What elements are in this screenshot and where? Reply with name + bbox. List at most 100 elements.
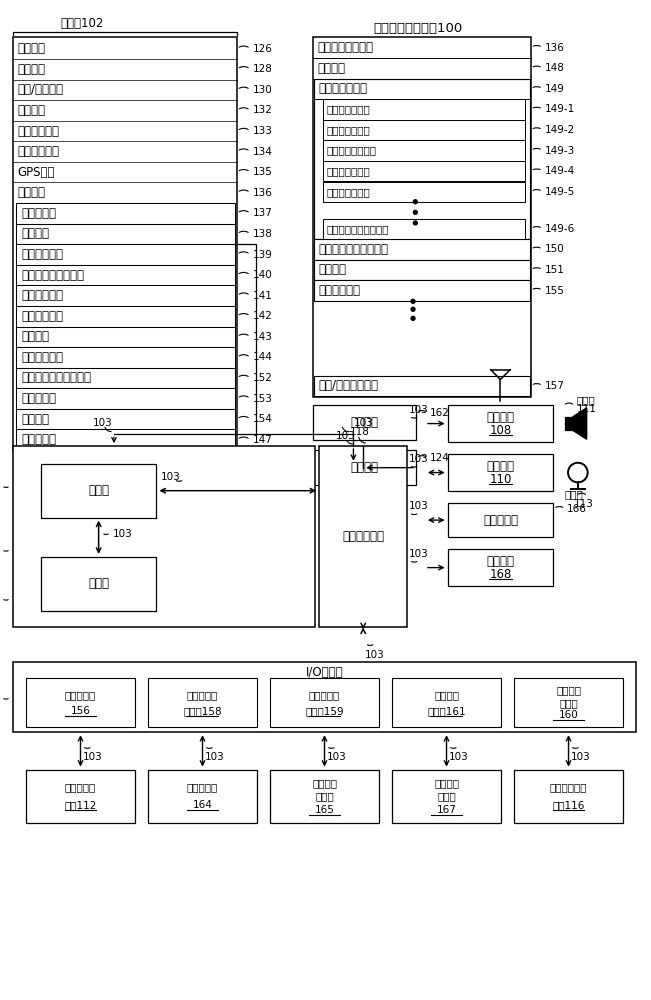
- Text: 视频会议模块: 视频会议模块: [21, 248, 63, 261]
- Bar: [319, 446, 408, 627]
- Bar: [313, 450, 416, 485]
- Bar: [565, 417, 573, 430]
- Text: 168: 168: [490, 568, 512, 581]
- Text: GPS模块: GPS模块: [18, 166, 55, 179]
- Text: ●
●
●: ● ● ●: [409, 298, 415, 321]
- Text: 音频电路: 音频电路: [486, 460, 514, 473]
- Text: 152: 152: [253, 373, 272, 383]
- Text: 接近传感器: 接近传感器: [483, 514, 518, 527]
- Text: 150: 150: [544, 244, 564, 254]
- Text: 126: 126: [253, 44, 272, 54]
- Text: 光学传感器: 光学传感器: [187, 782, 218, 792]
- Bar: [16, 285, 235, 306]
- Bar: [16, 429, 235, 450]
- Text: 148: 148: [544, 63, 564, 73]
- Text: 图形模块: 图形模块: [18, 104, 46, 117]
- Text: 电子邮件客户端模块: 电子邮件客户端模块: [21, 269, 84, 282]
- Bar: [392, 770, 501, 823]
- Text: 139: 139: [253, 250, 272, 260]
- Text: 144: 144: [253, 352, 272, 362]
- Text: 股市桌面小程序: 股市桌面小程序: [327, 125, 370, 135]
- Bar: [314, 260, 530, 280]
- Bar: [16, 306, 235, 327]
- Text: 触觉反馈模块: 触觉反馈模块: [18, 125, 59, 138]
- Text: 相机模块: 相机模块: [21, 330, 49, 343]
- Text: 外部端口: 外部端口: [351, 461, 379, 474]
- Text: 132: 132: [253, 105, 272, 115]
- Text: 103: 103: [570, 752, 590, 762]
- Bar: [514, 770, 624, 823]
- Text: 其他输入控制: 其他输入控制: [550, 782, 587, 792]
- Text: 113: 113: [574, 499, 594, 509]
- Bar: [25, 678, 135, 727]
- Text: 130: 130: [253, 85, 272, 95]
- Text: 149-2: 149-2: [544, 125, 575, 135]
- Text: 光学传感器: 光学传感器: [187, 690, 218, 700]
- Text: 149-6: 149-6: [544, 224, 575, 234]
- Text: 149-1: 149-1: [544, 104, 575, 114]
- Text: 103: 103: [204, 752, 224, 762]
- Bar: [447, 549, 553, 586]
- Text: 149-5: 149-5: [544, 187, 575, 197]
- Bar: [447, 405, 553, 442]
- Text: 通信模块: 通信模块: [18, 63, 46, 76]
- Text: 151: 151: [544, 265, 564, 275]
- Bar: [514, 678, 624, 727]
- Bar: [313, 405, 416, 440]
- Bar: [148, 770, 257, 823]
- Text: 天气桌面小程序: 天气桌面小程序: [327, 104, 370, 114]
- Text: 即时消息模块: 即时消息模块: [21, 289, 63, 302]
- Text: 桌面小程序创建器模块: 桌面小程序创建器模块: [318, 243, 388, 256]
- Text: 触觉反馈: 触觉反馈: [434, 690, 459, 700]
- Text: 149-4: 149-4: [544, 166, 575, 176]
- Bar: [41, 557, 156, 611]
- Text: 110: 110: [490, 473, 512, 486]
- Text: 133: 133: [253, 126, 272, 136]
- Text: 闹钟桌面小程序: 闹钟桌面小程序: [327, 166, 370, 176]
- Bar: [25, 770, 135, 823]
- Bar: [314, 280, 530, 301]
- Text: 日历模块: 日历模块: [317, 62, 345, 75]
- Text: 控制器161: 控制器161: [427, 706, 466, 716]
- Text: 103: 103: [327, 752, 346, 762]
- Text: 166: 166: [567, 504, 587, 514]
- Text: 103: 103: [83, 752, 102, 762]
- Text: 108: 108: [490, 424, 512, 437]
- Text: 电力系统: 电力系统: [351, 416, 379, 429]
- Text: 142: 142: [253, 311, 272, 321]
- Text: 135: 135: [253, 167, 272, 177]
- Text: 应用程序: 应用程序: [18, 186, 46, 199]
- Text: 设备116: 设备116: [552, 800, 585, 810]
- Bar: [314, 239, 530, 260]
- Text: 155: 155: [544, 286, 564, 296]
- Text: 103: 103: [409, 549, 429, 559]
- Text: 149: 149: [544, 84, 564, 94]
- Text: 加速度计: 加速度计: [486, 555, 514, 568]
- Text: 计算器桌面小程序: 计算器桌面小程序: [327, 146, 377, 156]
- Text: 118: 118: [350, 427, 369, 437]
- Text: 124: 124: [430, 453, 450, 463]
- Bar: [16, 203, 235, 224]
- Text: 接触强度: 接触强度: [312, 778, 337, 788]
- Text: 156: 156: [70, 706, 90, 716]
- Text: 麦克风: 麦克风: [564, 489, 583, 499]
- Text: 103: 103: [409, 405, 429, 415]
- Text: 103: 103: [409, 454, 429, 464]
- Bar: [447, 503, 553, 537]
- Bar: [314, 79, 530, 239]
- Text: ●  ●  ●: ● ● ●: [413, 198, 419, 225]
- Text: 显示控制器: 显示控制器: [65, 690, 96, 700]
- Text: 用户创建的桌面小程序: 用户创建的桌面小程序: [327, 224, 389, 234]
- Bar: [16, 244, 235, 265]
- Text: 103: 103: [113, 529, 132, 539]
- Text: 设备/全局内部状态: 设备/全局内部状态: [318, 379, 378, 392]
- Bar: [323, 99, 525, 120]
- Text: 视频和音乐播放器模块: 视频和音乐播放器模块: [21, 371, 91, 384]
- Text: 165: 165: [314, 805, 335, 815]
- Text: 143: 143: [253, 332, 272, 342]
- Text: 传感器: 传感器: [315, 791, 334, 801]
- Text: 134: 134: [253, 147, 272, 157]
- Text: 137: 137: [253, 208, 272, 218]
- Text: 健身支持模块: 健身支持模块: [21, 310, 63, 323]
- Text: 167: 167: [437, 805, 456, 815]
